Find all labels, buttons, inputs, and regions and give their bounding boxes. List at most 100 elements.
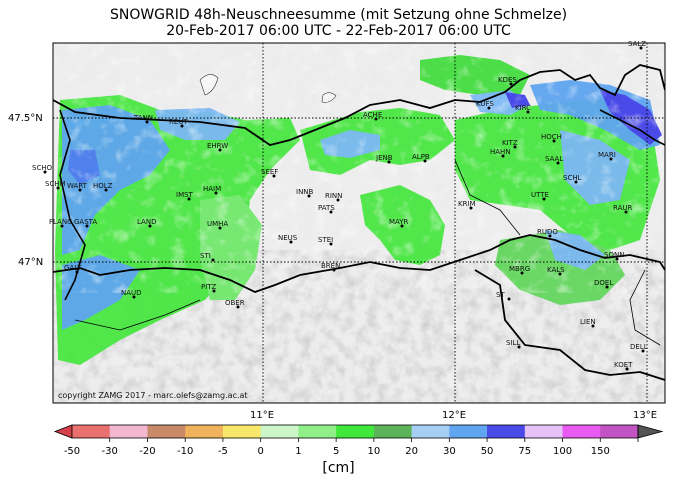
station-marker	[329, 242, 333, 246]
colorbar-tick-label: -50	[64, 446, 80, 457]
colorbar-unit: [cm]	[322, 460, 355, 476]
lake-1	[199, 74, 219, 96]
station-label: LIEN	[580, 318, 596, 326]
colorbar-tick-label: -10	[177, 446, 193, 457]
station-label: HOCH	[541, 133, 562, 141]
station-label: NEUS	[278, 234, 298, 242]
station-label: WART	[67, 182, 88, 190]
colorbar-extend-low	[53, 424, 73, 439]
station-marker	[336, 198, 340, 202]
station-marker	[43, 170, 47, 174]
station-marker	[526, 110, 530, 114]
station-label: SILL	[506, 339, 520, 347]
border-salzburg	[599, 109, 665, 146]
border-west	[59, 109, 86, 301]
station-marker	[148, 224, 152, 228]
map-frame	[52, 42, 666, 404]
station-label: PITZ	[201, 283, 217, 291]
station-label: OBER	[225, 299, 245, 307]
colorbar-swatch	[524, 425, 564, 438]
station-label: STEI	[318, 236, 333, 244]
station-marker	[501, 154, 505, 158]
station-label: PATS	[318, 204, 335, 212]
station-marker	[625, 367, 629, 371]
colorbar-swatch	[147, 425, 186, 438]
colorbar-extend-high	[637, 424, 664, 439]
station-label: NAUD	[121, 289, 142, 297]
station-label: KUFS	[476, 100, 494, 108]
station-label: RUDO	[537, 228, 558, 236]
colorbar-swatch	[373, 425, 413, 438]
lat-label-47: 47°N	[18, 257, 43, 268]
station-marker	[104, 188, 108, 192]
station-marker	[307, 194, 311, 198]
station-marker	[212, 289, 216, 293]
station-label: KOET	[614, 361, 633, 369]
station-label: GASTA	[74, 218, 97, 226]
station-marker	[236, 305, 240, 309]
station-marker	[507, 297, 511, 301]
colorbar: -50 -30 -20 -10 -5 0 1 5 10 20 30 50 75 100 150	[53, 424, 664, 457]
station-marker	[85, 224, 89, 228]
station-marker	[56, 186, 60, 190]
colorbar-swatch	[298, 425, 337, 438]
station-label: UMHA	[207, 220, 228, 228]
colorbar-tick-label: 0	[257, 446, 263, 457]
colorbar-tick-label: -20	[139, 446, 155, 457]
station-label: BREN	[321, 262, 340, 270]
station-marker	[574, 180, 578, 184]
colorbar-tick-label: 1	[295, 446, 301, 457]
station-marker	[218, 226, 222, 230]
station-marker	[513, 145, 517, 149]
station-marker	[624, 210, 628, 214]
lon-label-12: 12°E	[442, 410, 466, 421]
station-label: GALT	[64, 264, 82, 272]
station-label: SALZ	[628, 40, 646, 48]
colorbar-swatch	[109, 425, 148, 438]
station-marker	[548, 234, 552, 238]
station-label: MARI	[598, 151, 616, 159]
station-label: ST	[496, 291, 505, 299]
colorbar-swatch	[222, 425, 262, 438]
station-label: TANN	[133, 114, 153, 122]
station-label: SEEF	[261, 168, 278, 176]
colorbar-tick-label: 5	[333, 446, 339, 457]
border-south	[53, 234, 665, 293]
map-title-line1: SNOWGRID 48h-Neuschneesumme (mit Setzung…	[109, 7, 568, 23]
station-label: FLANG	[49, 218, 73, 226]
colorbar-swatch	[260, 425, 299, 438]
lon-label-13: 13°E	[633, 410, 657, 421]
station-marker	[387, 160, 391, 164]
station-label: DELL	[630, 343, 648, 351]
copyright-text: copyright ZAMG 2017 - marc.olefs@zamg.ac…	[58, 391, 248, 400]
station-label: SCHL	[563, 174, 582, 182]
station-marker	[132, 295, 136, 299]
station-marker	[180, 124, 184, 128]
station-label: RINN	[325, 192, 342, 200]
station-marker	[558, 272, 562, 276]
station-marker	[591, 324, 595, 328]
map-area	[53, 43, 665, 403]
station-label: HOLZ	[93, 182, 113, 190]
colorbar-swatch	[72, 425, 111, 438]
station-marker	[60, 224, 64, 228]
station-label: ALPB	[412, 153, 430, 161]
station-label: KDES	[498, 76, 517, 84]
map-title-line2: 20-Feb-2017 06:00 UTC - 22-Feb-2017 06:0…	[166, 23, 511, 39]
station-label: UTTE	[531, 191, 549, 199]
station-label: STI	[200, 252, 211, 260]
station-label: MAYR	[389, 218, 409, 226]
station-marker	[187, 197, 191, 201]
station-label: INNB	[296, 188, 314, 196]
station-marker	[400, 224, 404, 228]
station-label: EHRW	[207, 142, 228, 150]
snow-texture	[53, 43, 665, 293]
lon-label-11: 11°E	[250, 410, 274, 421]
station-marker	[218, 148, 222, 152]
station-label: SONN	[604, 251, 624, 259]
station-marker	[639, 46, 643, 50]
station-label: LAND	[137, 218, 156, 226]
station-marker	[556, 161, 560, 165]
